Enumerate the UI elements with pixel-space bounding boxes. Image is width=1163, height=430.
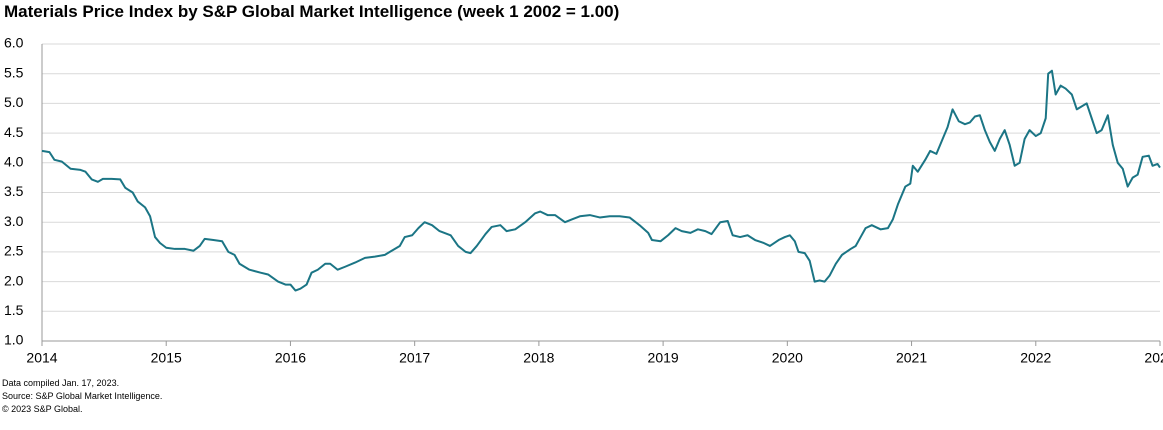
chart-title: Materials Price Index by S&P Global Mark…: [4, 2, 619, 21]
x-tick-label: 2020: [772, 350, 803, 366]
y-tick-label: 5.5: [4, 64, 24, 80]
y-tick-label: 1.5: [4, 302, 24, 318]
footnote: Data compiled Jan. 17, 2023.: [2, 378, 119, 388]
y-tick-label: 6.0: [4, 35, 24, 51]
axes: 1.0 1.5 2.0 2.5 3.0 3.5 4.0 4.5 5.0 5.5 6.0 2014 201…: [4, 35, 1163, 366]
x-tick-label: 2016: [275, 350, 306, 366]
x-tick-label: 2019: [648, 350, 679, 366]
footnote: © 2023 S&P Global.: [2, 404, 83, 414]
x-tick-label: 2015: [151, 350, 182, 366]
y-tick-label: 5.0: [4, 94, 24, 110]
y-tick-label: 2.0: [4, 272, 24, 288]
y-tick-label: 4.5: [4, 124, 24, 140]
x-tick-label: 2014: [26, 350, 57, 366]
x-tick-label: 2017: [399, 350, 430, 366]
x-tick-label: 2021: [896, 350, 927, 366]
x-tick-label: 2023: [1144, 350, 1163, 366]
x-tick-label: 2018: [523, 350, 554, 366]
grid: [42, 43, 1160, 342]
y-tick-label: 2.5: [4, 243, 24, 259]
notes: Data compiled Jan. 17, 2023. Source: S&P …: [2, 378, 162, 414]
y-tick-label: 3.0: [4, 213, 24, 229]
y-tick-label: 4.0: [4, 154, 24, 170]
y-tick-label: 3.5: [4, 183, 24, 199]
footnote: Source: S&P Global Market Intelligence.: [2, 391, 162, 401]
marks: [41, 69, 1161, 292]
data-line: [41, 69, 1161, 292]
x-tick-label: 2022: [1020, 350, 1051, 366]
y-tick-label: 1.0: [4, 332, 24, 348]
